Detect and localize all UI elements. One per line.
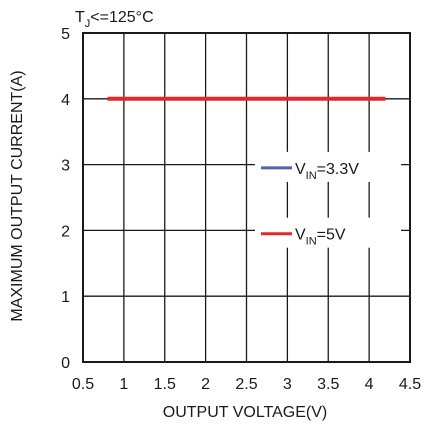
temperature-annotation: TJ<=125°C [75, 9, 154, 30]
x-tick-label: 4 [365, 376, 374, 393]
annotation-main: T [75, 9, 85, 26]
y-tick-labels: 0 1 2 3 4 5 [61, 26, 70, 372]
y-tick-label: 1 [61, 289, 70, 306]
x-tick-label: 2 [201, 376, 210, 393]
y-tick-label: 4 [61, 92, 70, 109]
legend: VIN=3.3V VIN=5V [255, 151, 401, 248]
y-tick-label: 2 [61, 223, 70, 240]
x-axis-label: OUTPUT VOLTAGE(V) [163, 404, 327, 421]
x-tick-label: 4.5 [399, 376, 421, 393]
y-axis-label: MAXIMUM OUTPUT CURRENT(A) [9, 70, 26, 321]
legend-label: VIN=5V [295, 227, 346, 248]
annotation-rest: <=125°C [90, 9, 153, 26]
y-tick-label: 3 [61, 158, 70, 175]
x-tick-label: 1 [119, 376, 128, 393]
x-tick-label: 0.5 [72, 376, 94, 393]
plot-frame [82, 32, 411, 363]
x-tick-label: 3 [283, 376, 292, 393]
y-tick-label: 5 [61, 26, 70, 43]
x-tick-label: 2.5 [235, 376, 257, 393]
grid-lines [83, 33, 410, 362]
y-tick-label: 0 [61, 355, 70, 372]
x-tick-labels: 0.5 1 1.5 2 2.5 3 3.5 4 4.5 [72, 376, 421, 393]
x-tick-label: 1.5 [154, 376, 176, 393]
x-tick-label: 3.5 [317, 376, 339, 393]
annotation-subscript: J [85, 18, 91, 30]
legend-label: VIN=3.3V [295, 161, 359, 182]
